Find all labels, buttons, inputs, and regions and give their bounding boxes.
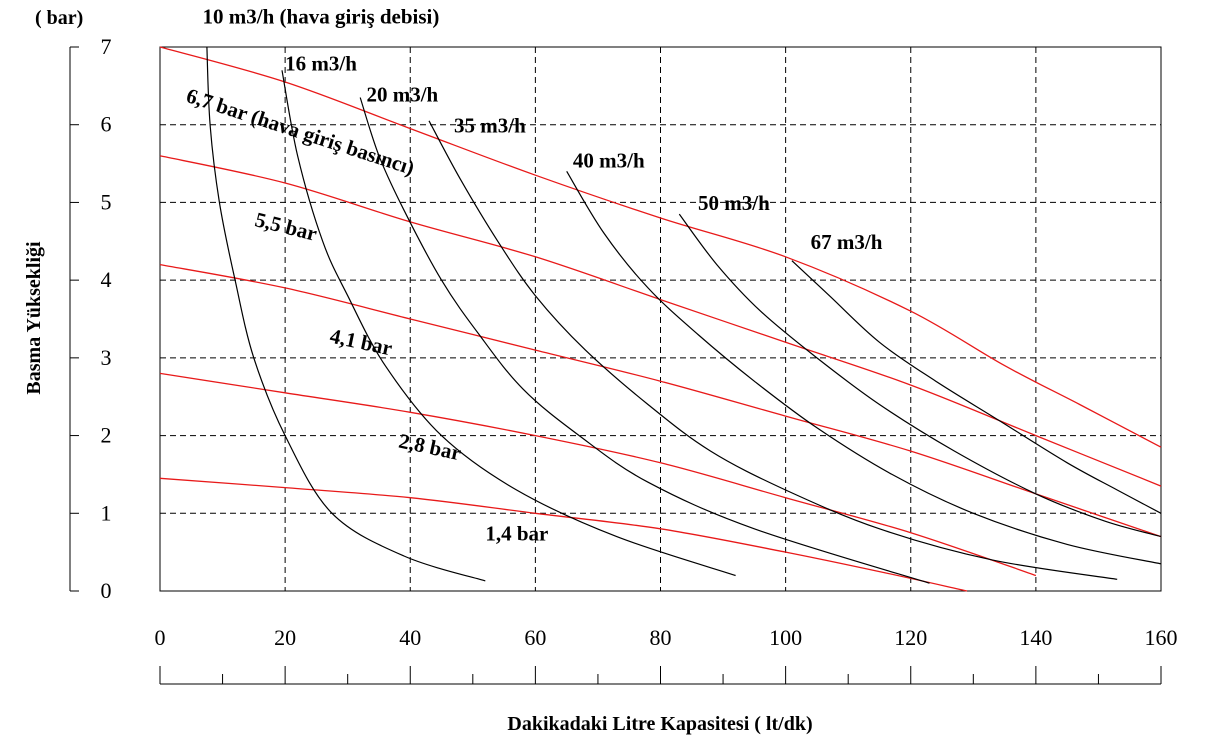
pressure-curve-label: 5,5 bar bbox=[253, 207, 320, 246]
x-tick-label: 140 bbox=[1019, 625, 1052, 650]
flow-curve-2 bbox=[359, 97, 930, 584]
y-tick-label: 3 bbox=[101, 345, 112, 370]
x-tick-label: 80 bbox=[650, 625, 672, 650]
y-tick-label: 5 bbox=[101, 189, 112, 214]
flow-curve-4 bbox=[566, 170, 1162, 565]
flow-curve-6 bbox=[791, 260, 1162, 514]
plot-frame bbox=[159, 46, 1162, 592]
flow-curve-label: 35 m3/h bbox=[454, 113, 526, 137]
pressure-curve-0 bbox=[159, 46, 1162, 448]
flow-curve-label: 20 m3/h bbox=[366, 82, 438, 106]
flow-curve-3 bbox=[428, 120, 1118, 580]
y-axis-unit: ( bar) bbox=[35, 7, 83, 29]
flow-curve-5 bbox=[678, 213, 1162, 538]
curves bbox=[159, 46, 1162, 592]
y-tick-label: 0 bbox=[101, 578, 112, 603]
x-tick-label: 120 bbox=[894, 625, 927, 650]
pressure-curve-3 bbox=[159, 372, 1037, 577]
y-tick-label: 7 bbox=[101, 34, 112, 59]
y-tick-label: 4 bbox=[101, 267, 112, 292]
flow-curve-label: 16 m3/h bbox=[285, 51, 357, 75]
flow-curve-0 bbox=[206, 46, 486, 582]
flow-curve-label: 40 m3/h bbox=[573, 148, 645, 172]
x-tick-label: 100 bbox=[769, 625, 802, 650]
y-tick-label: 2 bbox=[101, 423, 112, 448]
grid-lines bbox=[160, 47, 1161, 591]
pressure-curve-2 bbox=[159, 263, 1162, 538]
pressure-curve-label: 2,8 bar bbox=[397, 429, 464, 466]
x-tick-label: 160 bbox=[1145, 625, 1178, 650]
flow-curve-1 bbox=[281, 70, 736, 577]
y-axis-title: Basma Yüksekliği bbox=[23, 241, 45, 395]
pressure-curve-label: 1,4 bar bbox=[485, 521, 548, 545]
x-axis-title: Dakikadaki Litre Kapasitesi ( lt/dk) bbox=[507, 713, 812, 735]
x-tick-label: 20 bbox=[274, 625, 296, 650]
pressure-curve-4 bbox=[159, 477, 968, 592]
axes: 0 1 2 3 4 5 6 7 0 20 40 60 80 100 120 140 160 bbox=[69, 34, 1178, 685]
y-tick-label: 1 bbox=[101, 500, 112, 525]
x-tick-label: 0 bbox=[155, 625, 166, 650]
pressure-curve-label: 4,1 bar bbox=[328, 324, 395, 361]
curve-labels: 10 m3/h (hava giriş debisi) 16 m3/h 20 m3/… bbox=[183, 5, 882, 546]
y-tick-label: 6 bbox=[101, 112, 112, 137]
flow-curve-label: 10 m3/h (hava giriş debisi) bbox=[203, 5, 440, 29]
x-tick-label: 60 bbox=[524, 625, 546, 650]
x-tick-label: 40 bbox=[399, 625, 421, 650]
flow-curve-label: 50 m3/h bbox=[698, 191, 770, 215]
flow-curve-label: 67 m3/h bbox=[811, 230, 883, 254]
